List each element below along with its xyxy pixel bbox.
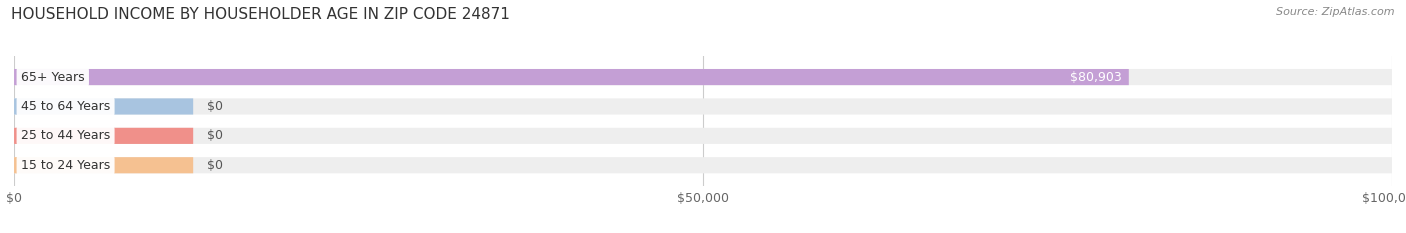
- FancyBboxPatch shape: [14, 98, 193, 115]
- Text: $80,903: $80,903: [1070, 71, 1122, 84]
- Text: $0: $0: [207, 100, 224, 113]
- FancyBboxPatch shape: [14, 157, 193, 173]
- FancyBboxPatch shape: [14, 128, 193, 144]
- FancyBboxPatch shape: [14, 128, 1392, 144]
- FancyBboxPatch shape: [14, 69, 1392, 85]
- FancyBboxPatch shape: [14, 69, 1129, 85]
- Text: HOUSEHOLD INCOME BY HOUSEHOLDER AGE IN ZIP CODE 24871: HOUSEHOLD INCOME BY HOUSEHOLDER AGE IN Z…: [11, 7, 510, 22]
- Text: 45 to 64 Years: 45 to 64 Years: [21, 100, 110, 113]
- Text: Source: ZipAtlas.com: Source: ZipAtlas.com: [1277, 7, 1395, 17]
- FancyBboxPatch shape: [14, 157, 1392, 173]
- Text: 65+ Years: 65+ Years: [21, 71, 84, 84]
- Text: 25 to 44 Years: 25 to 44 Years: [21, 129, 110, 142]
- FancyBboxPatch shape: [14, 98, 1392, 115]
- Text: 15 to 24 Years: 15 to 24 Years: [21, 159, 110, 172]
- Text: $0: $0: [207, 159, 224, 172]
- Text: $0: $0: [207, 129, 224, 142]
